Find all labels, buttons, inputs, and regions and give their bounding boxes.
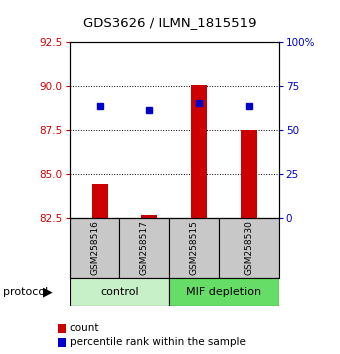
Bar (141, 215, 157, 218)
Text: GDS3626 / ILMN_1815519: GDS3626 / ILMN_1815519 (83, 16, 257, 29)
Bar (70, 218, 119, 278)
Text: protocol: protocol (3, 287, 49, 297)
Bar (119, 218, 169, 278)
Text: GSM258530: GSM258530 (244, 220, 253, 275)
Text: percentile rank within the sample: percentile rank within the sample (70, 337, 245, 347)
Bar (91, 184, 107, 218)
Text: ▶: ▶ (43, 286, 53, 298)
Text: count: count (70, 323, 99, 333)
Text: GSM258515: GSM258515 (190, 220, 199, 275)
Bar (169, 278, 279, 306)
Bar (191, 85, 207, 218)
Bar (70, 278, 169, 306)
Bar (241, 130, 257, 218)
Bar (169, 218, 219, 278)
Text: MIF depletion: MIF depletion (186, 287, 261, 297)
Text: GSM258516: GSM258516 (90, 220, 99, 275)
Bar (219, 218, 279, 278)
Text: GSM258517: GSM258517 (140, 220, 149, 275)
Text: control: control (100, 287, 139, 297)
